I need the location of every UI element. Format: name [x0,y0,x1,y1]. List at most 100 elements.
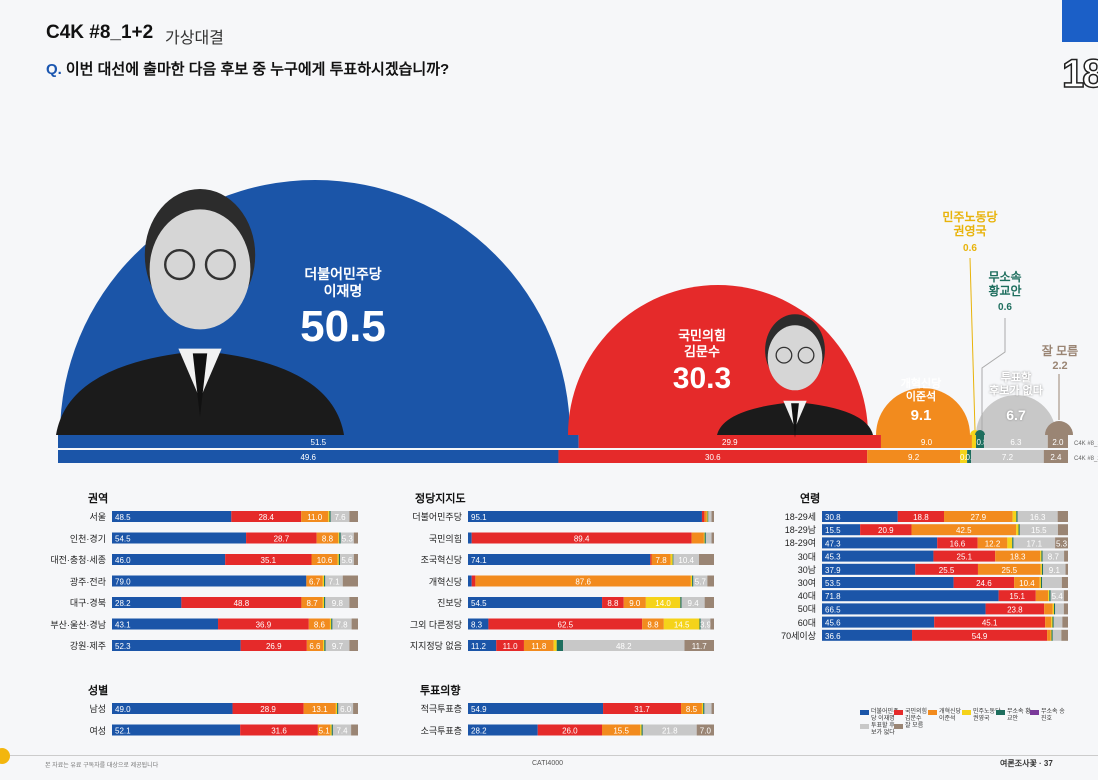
breakdown-bar-segment [488,618,643,630]
breakdown-bar-segment [303,703,336,714]
row-label: 부산·울산·경남 [50,619,106,630]
breakdown-bar-label: 48.8 [234,599,250,608]
breakdown-bar-segment [1040,577,1043,588]
breakdown-bar-label: 14.5 [674,621,690,630]
main-bar-segment [578,435,881,448]
breakdown-bar-segment [673,554,699,565]
breakdown-bar-segment [1012,511,1017,522]
legend-swatch [928,710,937,715]
labor-leader-line [969,257,976,431]
row-label: 더불어민주당 [412,512,462,522]
breakdown-bar-segment [696,724,714,736]
breakdown-bar-segment [693,575,708,587]
breakdown-bar-label: 8.5 [686,705,698,714]
row-label: 18-29남 [784,525,816,536]
breakdown-bar-label: 25.1 [957,553,973,562]
breakdown-bar-segment [232,703,304,714]
breakdown-bar-segment [468,554,651,565]
breakdown-bar-segment [1057,511,1068,522]
main-bar-segment [58,435,579,448]
breakdown-bar-segment [663,618,700,630]
breakdown-bar-segment [181,597,302,608]
breakdown-bar-segment [322,575,325,587]
breakdown-bar-segment [700,618,711,630]
breakdown-bar-segment [1016,511,1018,522]
breakdown-bar-segment [1041,563,1044,575]
breakdown-bar-segment [1007,537,1013,549]
breakdown-bar-label: 71.8 [825,592,841,601]
breakdown-bar-segment [240,640,307,651]
breakdown-bar-segment [602,724,641,736]
breakdown-bar-segment [651,554,671,565]
breakdown-bar-segment [704,597,714,608]
breakdown-bar-segment [1052,629,1062,641]
breakdown-bar-segment [317,724,331,736]
breakdown-bar-segment [1057,524,1068,536]
series-label: C4K #8_1 [1074,441,1098,447]
breakdown-bar-segment [322,597,325,608]
breakdown-bar-segment [822,590,999,602]
breakdown-bar-label: 28.2 [115,599,131,608]
breakdown-bar-segment [897,511,945,522]
breakdown-bar-label: 9.0 [629,599,641,608]
breakdown-bar-label: 11.0 [503,642,519,651]
breakdown-bar-segment [985,603,1045,615]
breakdown-bar-segment [944,511,1013,522]
breakdown-bar-segment [650,554,652,565]
candidate-photo-kim-glasses [797,346,815,364]
row-label: 30여 [797,578,816,588]
breakdown-bar-segment [349,640,358,651]
breakdown-bar-segment [324,575,326,587]
breakdown-bar-segment [246,532,317,544]
indep-leader-line [981,318,1006,430]
breakdown-bar-label: 89.4 [574,535,590,544]
candidate-photo-kim-face [767,325,823,391]
row-label: 인천·경기 [69,533,106,544]
breakdown-bar-segment [1040,550,1042,562]
breakdown-bar-segment [640,724,642,736]
breakdown-bar-label: 36.9 [256,621,272,630]
row-label: 강원·제주 [69,641,106,651]
breakdown-bar-segment [1041,550,1043,562]
breakdown-bar-segment [602,597,624,608]
breakdown-bar-label: 87.6 [575,578,591,587]
breakdown-bar-segment [338,554,341,565]
breakdown-bar-label: 8.8 [322,535,334,544]
breakdown-bar-segment [998,590,1036,602]
breakdown-bar-label: 74.1 [471,556,487,565]
question-text: 이번 대선에 출마한 다음 후보 중 누구에게 투표하시겠습니까? [65,61,450,78]
breakdown-bar-segment [471,575,476,587]
breakdown-bar-label: 54.5 [471,599,487,608]
breakdown-bar-segment [672,554,674,565]
legend-swatch [894,710,903,715]
breakdown-bar-segment [112,575,307,587]
legend-label: 더불어민주당 이재명 [871,709,899,722]
main-bar-segment [971,435,976,448]
main-bar-segment [975,435,985,448]
breakdown-bar-label: 24.6 [976,579,992,588]
breakdown-bar-segment [641,724,643,736]
breakdown-bar-label: 15.5 [1031,526,1047,535]
row-label: 적극투표층 [420,704,462,714]
legend-swatch [894,724,903,729]
candidate-percent-3: 0.6 [963,243,977,254]
breakdown-bar-label: 6.0 [340,705,352,714]
breakdown-bar-segment [1012,537,1014,549]
breakdown-bar-segment [306,640,324,651]
breakdown-bar-segment [822,603,986,615]
candidate-name-2: 개혁신당 이준석 [900,378,942,404]
breakdown-bar-segment [1035,590,1049,602]
row-label: 서울 [89,512,106,522]
breakdown-bar-label: 47.3 [825,539,841,548]
breakdown-bar-label: 14.0 [655,599,671,608]
breakdown-bar-segment [1049,590,1051,602]
breakdown-bar-segment [240,724,318,736]
breakdown-bar-label: 9.8 [332,599,344,608]
breakdown-bar-label: 5.3 [1056,539,1068,548]
breakdown-bar-segment [301,511,329,522]
candidate-semicircle [876,388,970,435]
breakdown-bar-segment [705,532,712,544]
breakdown-bar-label: 5.4 [1052,592,1064,601]
question: Q. 이번 대선에 출마한 다음 후보 중 누구에게 투표하시겠습니까? [46,58,449,79]
candidate-name-4: 무소속 황교안 [988,270,1022,299]
